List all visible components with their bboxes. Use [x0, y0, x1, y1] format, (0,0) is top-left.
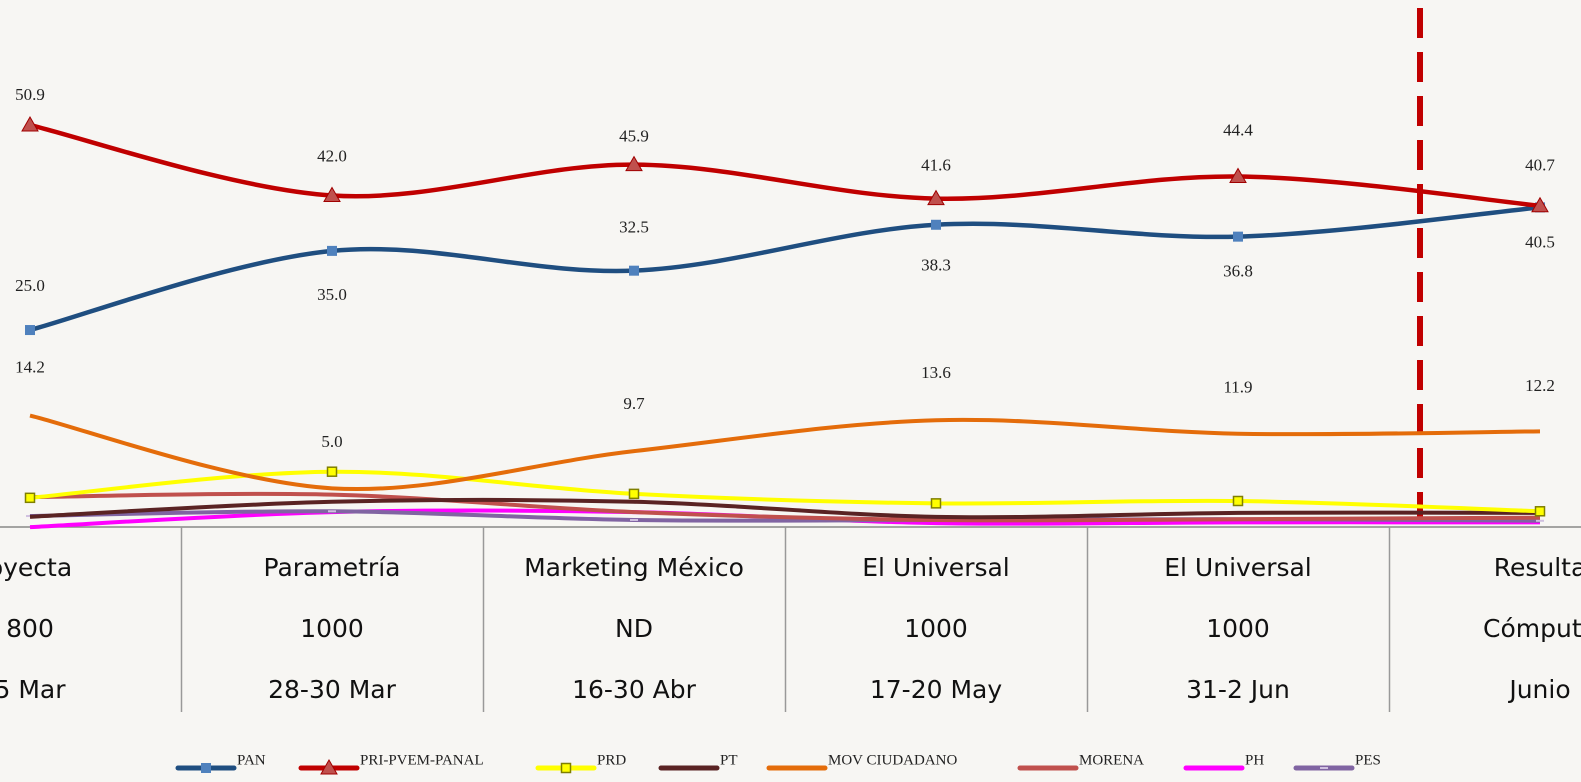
- series-line: [29, 205, 1541, 333]
- marker: [625, 155, 643, 172]
- date-label: Junio: [1507, 675, 1570, 704]
- sample-label: ND: [615, 614, 653, 643]
- legend-marker: [320, 758, 338, 775]
- marker: [927, 189, 945, 206]
- category-label: Parametría: [264, 553, 401, 582]
- data-label: 40.5: [1525, 232, 1555, 251]
- data-label: 9.7: [623, 394, 645, 413]
- marker: [628, 488, 640, 500]
- data-label: 38.3: [921, 256, 951, 275]
- sample-label: 1000: [904, 614, 968, 643]
- marker: [1232, 495, 1244, 507]
- data-label: 41.6: [921, 156, 951, 175]
- series-line: [29, 413, 1541, 491]
- legend-label: PRD: [597, 752, 626, 768]
- date-label: 5 Mar: [0, 675, 66, 704]
- sample-label: 1000: [1206, 614, 1270, 643]
- marker: [629, 265, 639, 276]
- date-label: 28-30 Mar: [268, 675, 396, 704]
- legend-label: PAN: [237, 752, 266, 768]
- marker: [1233, 231, 1243, 242]
- legend-label: MORENA: [1079, 752, 1144, 768]
- sample-label: 800: [6, 614, 54, 643]
- data-label: 5.0: [321, 432, 342, 451]
- marker: [327, 245, 337, 256]
- legend-marker: [560, 762, 572, 774]
- date-label: 31-2 Jun: [1186, 675, 1290, 704]
- data-label: 14.2: [15, 357, 45, 376]
- data-label: 36.8: [1223, 262, 1253, 281]
- data-label: 12.2: [1525, 376, 1555, 395]
- data-label: 11.9: [1223, 378, 1252, 397]
- marker: [326, 466, 338, 477]
- legend-label: PH: [1245, 752, 1264, 768]
- data-label: 25.0: [15, 276, 45, 295]
- date-label: 16-30 Abr: [572, 675, 697, 704]
- marker: [1534, 506, 1546, 517]
- legend-label: PES: [1355, 752, 1381, 768]
- marker: [21, 116, 39, 132]
- category-label: El Universal: [862, 553, 1010, 582]
- marker: [1531, 196, 1549, 213]
- marker: [323, 186, 341, 202]
- series-line: [29, 469, 1541, 514]
- category-label: oyecta: [0, 553, 72, 582]
- marker: [24, 492, 36, 504]
- category-label: El Universal: [1164, 553, 1312, 582]
- category-label: Marketing México: [524, 553, 744, 582]
- data-label: 40.7: [1525, 156, 1555, 175]
- data-label: 32.5: [619, 218, 649, 237]
- data-label: 13.6: [921, 363, 951, 382]
- data-label: 45.9: [619, 127, 649, 146]
- data-label: 35.0: [317, 285, 347, 304]
- data-label: 44.4: [1223, 120, 1253, 139]
- series-line: [29, 497, 1541, 520]
- legend-label: MOV CIUDADANO: [828, 752, 957, 768]
- marker: [1229, 167, 1247, 183]
- marker: [931, 219, 941, 230]
- marker: [25, 325, 35, 336]
- data-label: 50.9: [15, 85, 45, 104]
- data-label: 42.0: [317, 146, 347, 165]
- category-label: Resulta: [1494, 553, 1581, 582]
- series-line: [29, 491, 1541, 523]
- legend-marker: [201, 763, 211, 773]
- date-label: 17-20 May: [870, 675, 1002, 704]
- sample-label: 1000: [300, 614, 364, 643]
- legend-label: PRI-PVEM-PANAL: [360, 752, 484, 768]
- sample-label: Cómputo: [1483, 614, 1581, 643]
- series-line: [29, 122, 1541, 209]
- marker: [930, 498, 942, 509]
- legend-label: PT: [720, 752, 738, 768]
